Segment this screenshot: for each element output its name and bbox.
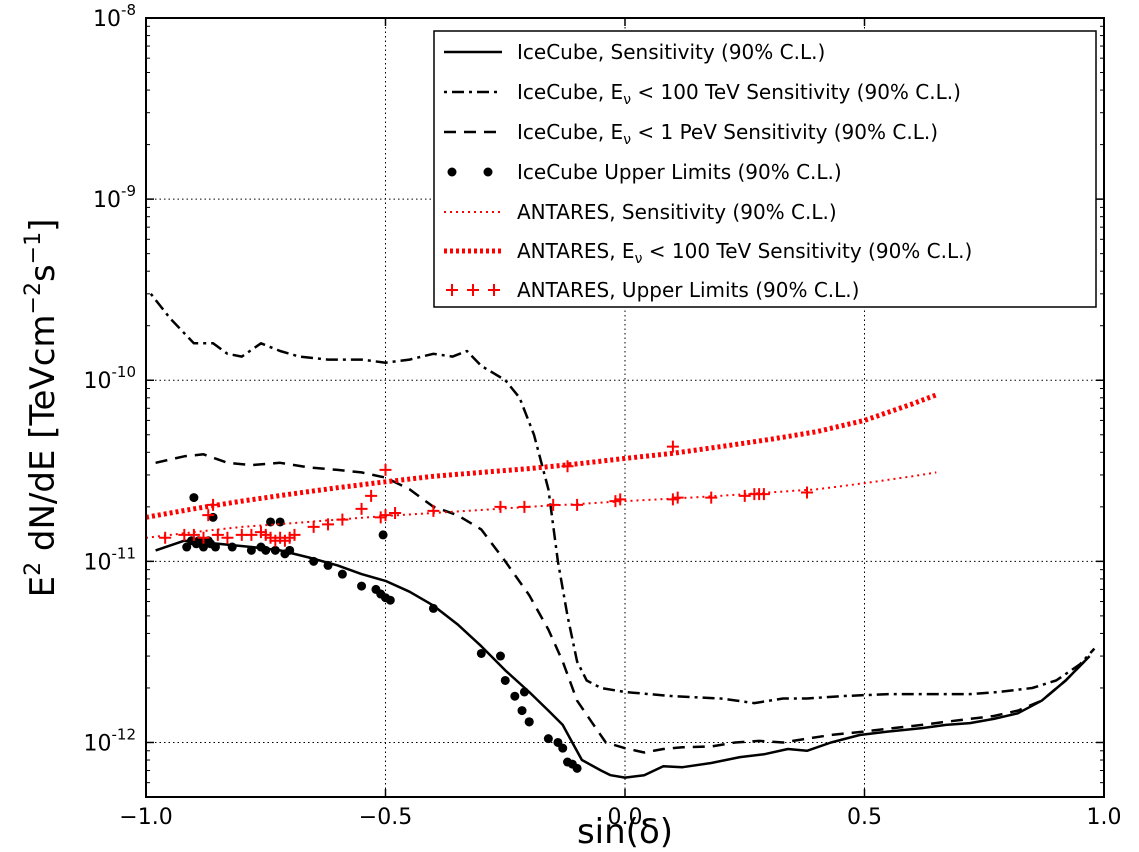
- y-tick-label: 10-11: [84, 544, 137, 575]
- series-6-point: [245, 528, 258, 541]
- y-tick-label: 10-10: [84, 363, 137, 394]
- series-6-point: [355, 502, 368, 515]
- y-axis-title: E2 dN/dE [TeVcm−2s−1]: [21, 219, 63, 598]
- series-6-point: [202, 509, 215, 522]
- x-tick-label: −1.0: [119, 805, 172, 830]
- series-6-point: [211, 528, 224, 541]
- grid: [146, 18, 1104, 797]
- series-3-point: [500, 675, 510, 685]
- series-3-point: [182, 542, 192, 552]
- x-tick-label: 0.0: [608, 805, 643, 830]
- series-0-line: [155, 539, 1091, 779]
- series-2-line: [155, 453, 1091, 754]
- legend-entry-icecube-sensitivity: IceCube, Sensitivity (90% C.L.): [444, 40, 825, 64]
- series-5-line: [146, 392, 938, 520]
- legend-marker-dot: [447, 167, 457, 177]
- series-3-point: [270, 545, 280, 555]
- legend-entry-antares-sensitivity: ANTARES, Sensitivity (90% C.L.): [444, 200, 837, 224]
- series-6-point: [379, 509, 392, 522]
- legend-entry-icecube-100tev: IceCube, Eν < 100 TeV Sensitivity (90% C…: [444, 80, 961, 108]
- series-6-point: [757, 488, 770, 501]
- legend-label: IceCube, Sensitivity (90% C.L.): [517, 40, 825, 64]
- series-3-point: [519, 687, 529, 697]
- x-tick-label: −0.5: [359, 805, 412, 830]
- series-3-point: [198, 542, 208, 552]
- series-6-point: [207, 498, 220, 511]
- series-3-point: [275, 517, 285, 527]
- legend-frame: [433, 30, 1097, 308]
- series-3-point: [285, 545, 295, 555]
- series-6-point: [336, 513, 349, 526]
- series-3-point: [309, 556, 319, 566]
- series-6-point: [365, 489, 378, 502]
- series-3-point: [337, 569, 347, 579]
- series-3-point: [189, 493, 199, 503]
- series-6-point: [561, 460, 574, 473]
- series-3-point: [558, 743, 568, 753]
- series-layer: [146, 293, 1096, 779]
- legend-label: IceCube Upper Limits (90% C.L.): [517, 160, 842, 184]
- legend: IceCube, Sensitivity (90% C.L.) IceCube,…: [433, 30, 1097, 308]
- series-1-line: [149, 293, 1096, 705]
- series-6-point: [494, 500, 507, 513]
- x-tick-label: 1.0: [1087, 805, 1122, 830]
- series-6-point: [307, 520, 320, 533]
- series-6-point: [671, 491, 684, 504]
- series-3-point: [261, 545, 271, 555]
- legend-entry-antares-100tev: ANTARES, Eν < 100 TeV Sensitivity (90% C…: [444, 239, 972, 267]
- series-3-point: [246, 545, 256, 555]
- legend-label: IceCube, Eν < 1 PeV Sensitivity (90% C.L…: [517, 120, 938, 148]
- y-tick-label: 10-12: [84, 725, 137, 756]
- x-tick-label: 0.5: [847, 805, 882, 830]
- y-tick-label: 10-9: [93, 182, 136, 213]
- legend-marker-dot: [483, 167, 493, 177]
- series-3-point: [510, 691, 520, 701]
- series-6-point: [705, 491, 718, 504]
- series-3-point: [357, 581, 367, 591]
- ticks: −1.0 −0.5 0.0 0.5 1.0 10-12 10-11 10-10 10-9 10-8: [84, 1, 1122, 830]
- series-3-point: [543, 734, 553, 744]
- series-6-point: [614, 493, 627, 506]
- y-tick-label: 10-8: [93, 1, 136, 32]
- series-6-point: [197, 531, 210, 544]
- series-3-point: [266, 517, 276, 527]
- series-6-point: [571, 498, 584, 511]
- series-3-point: [227, 542, 237, 552]
- legend-label: ANTARES, Sensitivity (90% C.L.): [517, 200, 837, 224]
- series-6-point: [221, 531, 234, 544]
- series-6-point: [389, 506, 402, 519]
- series-3-point: [210, 542, 220, 552]
- series-3-point: [385, 595, 395, 605]
- legend-entry-antares-upper-limits: ANTARES, Upper Limits (90% C.L.): [446, 278, 859, 302]
- series-6-point: [159, 531, 172, 544]
- series-3-point: [572, 763, 582, 773]
- legend-label: IceCube, Eν < 100 TeV Sensitivity (90% C…: [517, 80, 961, 108]
- legend-label: ANTARES, Eν < 100 TeV Sensitivity (90% C…: [517, 239, 972, 267]
- series-3-point: [323, 560, 333, 570]
- series-6-point: [427, 504, 440, 517]
- x-axis-title: sin(δ): [577, 812, 673, 852]
- series-3-point: [495, 651, 505, 661]
- legend-entry-icecube-upper-limits: IceCube Upper Limits (90% C.L.): [447, 160, 842, 184]
- series-6-point: [547, 498, 560, 511]
- series-3-point: [378, 530, 388, 540]
- legend-label: ANTARES, Upper Limits (90% C.L.): [517, 278, 859, 302]
- series-3-point: [428, 603, 438, 613]
- legend-marker-plus: [446, 284, 500, 296]
- series-6-point: [801, 486, 814, 499]
- series-6-point: [322, 518, 335, 531]
- series-3-point: [476, 648, 486, 658]
- series-3-point: [524, 717, 534, 727]
- series-6-point: [187, 528, 200, 541]
- series-6-point: [666, 440, 679, 453]
- legend-entry-icecube-1pev: IceCube, Eν < 1 PeV Sensitivity (90% C.L…: [444, 120, 938, 148]
- series-6-point: [738, 489, 751, 502]
- series-6-point: [288, 528, 301, 541]
- series-3-point: [517, 706, 527, 716]
- series-6-point: [518, 500, 531, 513]
- series-6-point: [379, 463, 392, 476]
